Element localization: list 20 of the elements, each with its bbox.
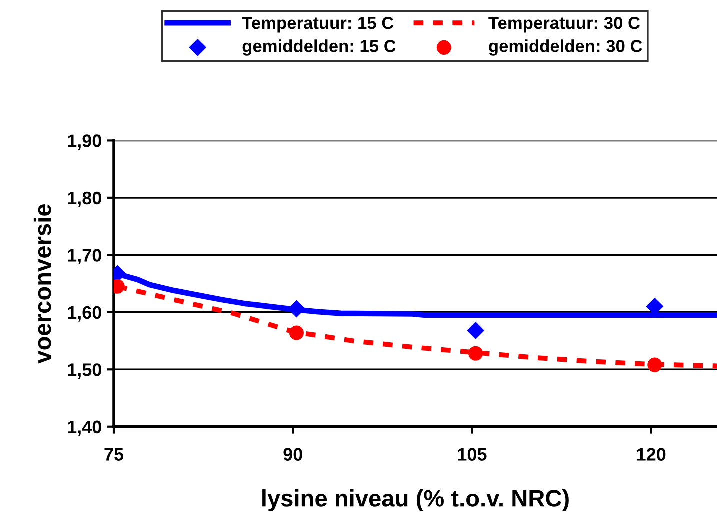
point <box>648 358 662 372</box>
point <box>467 322 485 340</box>
x-axis-title: lysine niveau (% t.o.v. NRC) <box>262 490 569 512</box>
y-tick-label: 1,60 <box>68 306 102 322</box>
legend-label: Temperatuur: 15 C <box>242 16 394 33</box>
x-tick-label: 105 <box>458 448 487 461</box>
y-tick-label: 1,70 <box>68 249 102 265</box>
y-tick-label: 1,40 <box>68 420 102 436</box>
x-tick-label: 90 <box>284 448 302 461</box>
legend-label: gemiddelden: 15 C <box>242 40 396 56</box>
legend-label: gemiddelden: 30 C <box>489 40 642 56</box>
legend-label: Temperatuur: 30 C <box>488 16 640 33</box>
y-axis-title: voerconversie <box>34 204 52 364</box>
x-tick-label: 75 <box>104 448 124 461</box>
y-tick-label: 1,90 <box>68 134 102 150</box>
point <box>289 326 304 340</box>
y-tick-label: 1,80 <box>68 192 102 208</box>
x-tick-label: 120 <box>637 448 666 461</box>
point <box>468 346 484 361</box>
y-tick-label: 1,50 <box>68 364 102 379</box>
